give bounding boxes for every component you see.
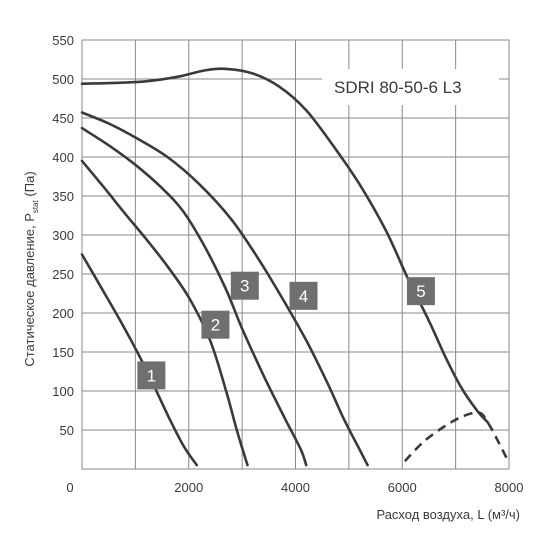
x-tick-label: 0: [66, 480, 73, 495]
y-tick-label: 300: [52, 228, 74, 243]
curve-label-box-3: [230, 271, 259, 300]
curve-label-1: 1: [147, 366, 156, 385]
series-line-5: [80, 67, 489, 424]
y-axis-title: Статическое давление, Pstat (Па): [22, 171, 40, 366]
y-axis-title-unit: (Па): [22, 171, 37, 200]
curve-label-5: 5: [416, 282, 425, 301]
y-tick-label: 250: [52, 267, 74, 282]
x-tick-label: 4000: [281, 480, 310, 495]
series-line-4: [80, 111, 369, 467]
curve-label-box-2: [201, 310, 230, 339]
x-tick-label: 8000: [495, 480, 524, 495]
series-line-3: [80, 126, 308, 467]
curve-label-box-4: [289, 281, 318, 310]
y-tick-label: 100: [52, 384, 74, 399]
y-tick-label: 200: [52, 306, 74, 321]
y-tick-label: 150: [52, 345, 74, 360]
y-tick-label: 450: [52, 111, 74, 126]
x-tick-label: 2000: [174, 480, 203, 495]
y-tick-label: 50: [60, 423, 74, 438]
model-label-box: [322, 69, 499, 105]
y-tick-label: 350: [52, 189, 74, 204]
x-tick-label: 6000: [388, 480, 417, 495]
curve-label-4: 4: [299, 287, 308, 306]
model-label: SDRI 80-50-6 L3: [334, 78, 462, 97]
y-tick-label: 400: [52, 150, 74, 165]
curve-label-box-5: [406, 277, 435, 306]
curve-labels: 1 2 3 4 5: [137, 271, 435, 390]
curve-label-box-1: [137, 361, 166, 390]
y-tick-label: 550: [52, 33, 74, 48]
y-tick-label: 500: [52, 72, 74, 87]
y-axis-title-main: Статическое давление, P: [22, 213, 37, 367]
curve-label-2: 2: [211, 316, 220, 335]
series-line-1: [80, 253, 199, 467]
series-line-2: [80, 159, 249, 467]
x-axis-title: Расход воздуха, L (м³/ч): [376, 507, 520, 522]
tick-labels: 50 100 150 200 250 300 350 400 450 500 550 0 2000 400…: [52, 33, 523, 495]
y-axis-title-sub: stat: [31, 199, 40, 213]
curve-label-3: 3: [240, 277, 249, 296]
series-line-limit: [403, 411, 511, 464]
